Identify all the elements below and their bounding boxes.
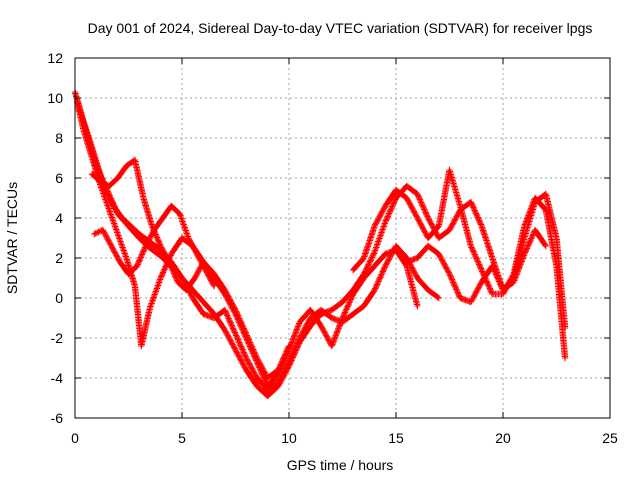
x-tick-label: 0 — [71, 430, 79, 446]
x-tick-label: 25 — [602, 430, 618, 446]
series-satellite-track-c — [76, 106, 442, 394]
x-tick-label: 10 — [281, 430, 297, 446]
y-tick-label: 4 — [55, 210, 63, 226]
y-tick-label: -4 — [51, 370, 64, 386]
plot-frame — [74, 57, 611, 419]
x-tick-label: 5 — [178, 430, 186, 446]
y-axis-label: SDTVAR / TECUs — [4, 182, 20, 294]
series-satellite-track-g — [403, 226, 549, 306]
series-satellite-track-d — [88, 156, 293, 382]
y-tick-label: 10 — [47, 90, 63, 106]
plus-markers — [403, 226, 549, 306]
plus-markers — [88, 156, 293, 382]
plus-markers — [91, 202, 218, 290]
y-tick-label: 8 — [55, 130, 63, 146]
plus-markers — [76, 106, 442, 394]
y-tick-label: -6 — [51, 410, 64, 426]
data-series — [71, 88, 569, 400]
y-tick-label: 12 — [47, 50, 63, 66]
axis-ticks: 0 5 10 15 20 25 -6 -4 -2 0 2 4 6 8 10 12 — [47, 50, 618, 446]
series-satellite-track-f — [350, 166, 569, 362]
plus-markers — [350, 166, 569, 362]
x-tick-label: 15 — [388, 430, 404, 446]
y-tick-label: 0 — [55, 290, 63, 306]
y-tick-label: 6 — [55, 170, 63, 186]
x-tick-label: 20 — [495, 430, 511, 446]
chart-title: Day 001 of 2024, Sidereal Day-to-day VTE… — [88, 20, 593, 36]
y-tick-label: 2 — [55, 250, 63, 266]
y-tick-label: -2 — [51, 330, 64, 346]
series-satellite-track-e — [91, 202, 218, 290]
x-axis-label: GPS time / hours — [287, 457, 394, 473]
